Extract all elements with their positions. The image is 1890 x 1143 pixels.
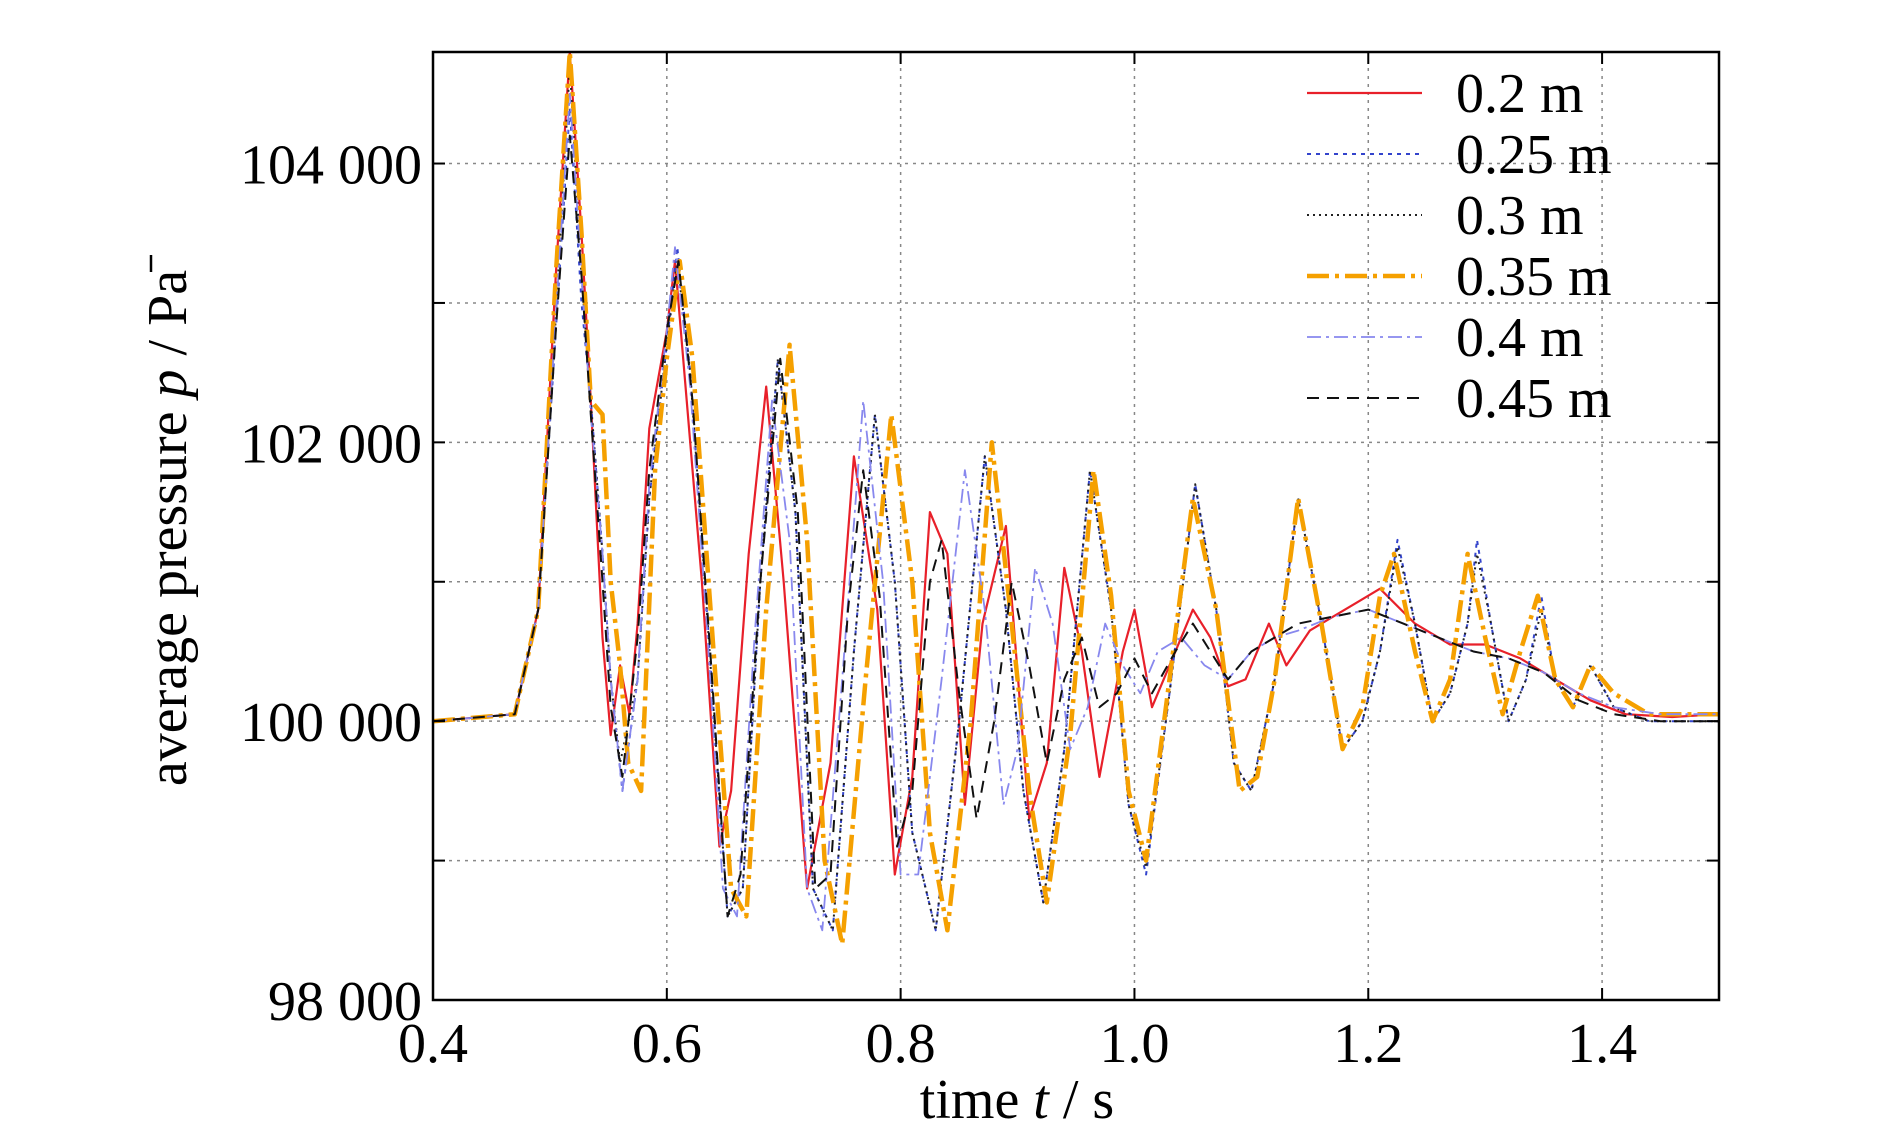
y-axis: 98 000 100 000 102 000 104 000 bbox=[240, 135, 1719, 1033]
y-tick-label: 100 000 bbox=[240, 692, 422, 754]
series-line bbox=[432, 49, 1719, 947]
x-tick-label: 0.8 bbox=[866, 1013, 936, 1075]
y-tick-label: 102 000 bbox=[240, 413, 422, 475]
legend: 0.2 m0.25 m0.3 m0.35 m0.4 m0.45 m bbox=[1307, 63, 1612, 430]
plot-frame bbox=[431, 50, 1721, 1002]
legend-label: 0.4 m bbox=[1456, 307, 1584, 369]
x-tick-label: 0.6 bbox=[632, 1013, 702, 1075]
legend-label: 0.2 m bbox=[1456, 63, 1584, 125]
y-tick-label: 98 000 bbox=[268, 971, 422, 1033]
series-layer bbox=[432, 49, 1720, 947]
x-tick-label: 1.2 bbox=[1333, 1013, 1403, 1075]
x-tick-label: 0.4 bbox=[398, 1013, 468, 1075]
legend-label: 0.25 m bbox=[1456, 124, 1612, 186]
x-tick-label: 1.4 bbox=[1567, 1013, 1637, 1075]
legend-label: 0.3 m bbox=[1456, 185, 1584, 247]
y-tick-label: 104 000 bbox=[240, 135, 422, 197]
series-line bbox=[432, 134, 1719, 918]
x-axis: 0.4 0.6 0.8 1.0 1.2 1.4 bbox=[398, 52, 1637, 1075]
y-axis-title: average pressure p / Pa bbox=[137, 270, 199, 786]
x-axis-title: time t / s bbox=[920, 1069, 1114, 1131]
legend-label: 0.45 m bbox=[1456, 368, 1612, 430]
svg-text:average pressure p / Pa: average pressure p / Pa bbox=[137, 270, 199, 786]
series-line bbox=[432, 92, 1719, 932]
legend-label: 0.35 m bbox=[1456, 246, 1612, 308]
x-tick-label: 1.0 bbox=[1099, 1013, 1169, 1075]
series-line bbox=[432, 64, 1719, 932]
